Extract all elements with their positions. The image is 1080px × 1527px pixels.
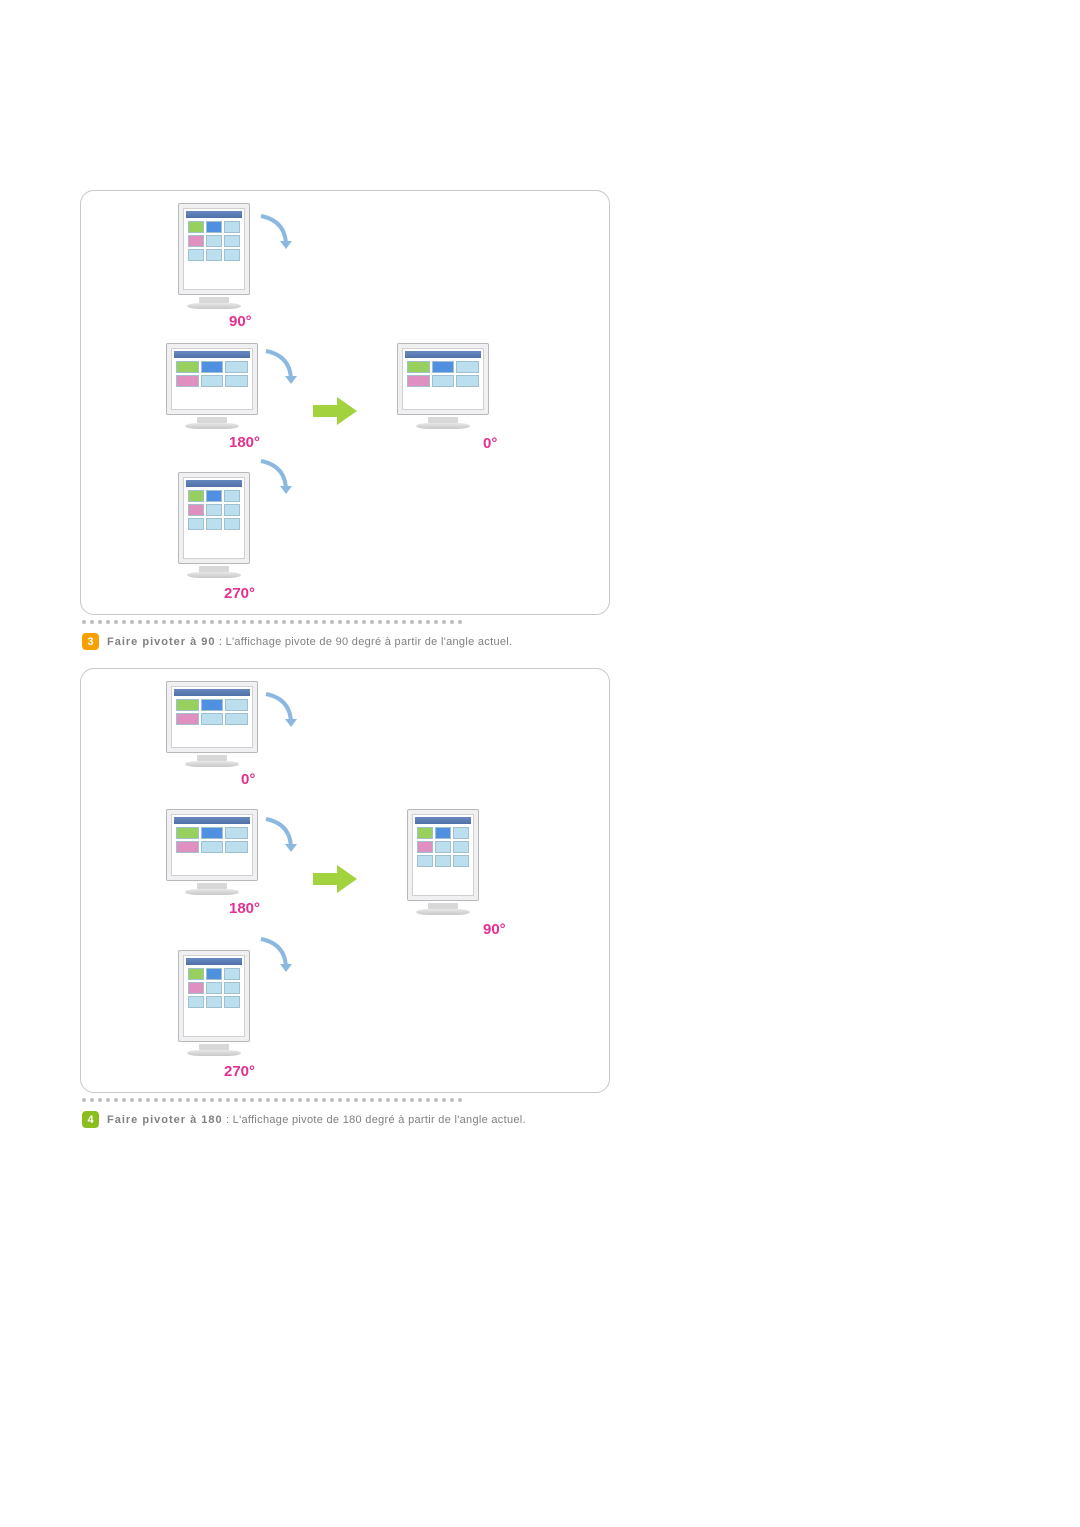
divider — [82, 1098, 592, 1102]
curve-arrow-icon — [261, 689, 301, 729]
monitor-180 — [166, 809, 258, 895]
monitor-270 — [178, 472, 250, 578]
monitor-180 — [166, 343, 258, 429]
curve-arrow-icon — [256, 211, 296, 251]
curve-arrow-icon — [256, 456, 296, 496]
monitor-0 — [166, 681, 258, 767]
degree-label: 90° — [483, 921, 506, 938]
step-3-row: 3 Faire pivoter à 90 : L'affichage pivot… — [80, 633, 610, 650]
curve-arrow-icon — [261, 814, 301, 854]
degree-label: 90° — [229, 313, 252, 330]
curve-arrow-icon — [261, 346, 301, 386]
step-4-text: Faire pivoter à 180 : L'affichage pivote… — [107, 1114, 526, 1126]
degree-label: 270° — [224, 1063, 255, 1080]
page-content: 90° 180° 0° 270° 3 Faire pivoter à 90 : … — [80, 190, 610, 1146]
step-3-text: Faire pivoter à 90 : L'affichage pivote … — [107, 636, 512, 648]
step-3-badge: 3 — [82, 633, 99, 650]
divider — [82, 620, 592, 624]
monitor-90 — [178, 203, 250, 309]
rotation-diagram-1: 90° 180° 0° 270° — [80, 190, 610, 615]
degree-label: 270° — [224, 585, 255, 602]
result-arrow-icon — [313, 865, 357, 893]
degree-label: 0° — [241, 771, 255, 788]
degree-label: 180° — [229, 434, 260, 451]
degree-label: 180° — [229, 900, 260, 917]
curve-arrow-icon — [256, 934, 296, 974]
result-arrow-icon — [313, 397, 357, 425]
monitor-0 — [397, 343, 489, 429]
step-4-row: 4 Faire pivoter à 180 : L'affichage pivo… — [80, 1111, 610, 1128]
degree-label: 0° — [483, 435, 497, 452]
monitor-270 — [178, 950, 250, 1056]
monitor-90 — [407, 809, 479, 915]
step-4-badge: 4 — [82, 1111, 99, 1128]
rotation-diagram-2: 0° 180° 90° 270° — [80, 668, 610, 1093]
